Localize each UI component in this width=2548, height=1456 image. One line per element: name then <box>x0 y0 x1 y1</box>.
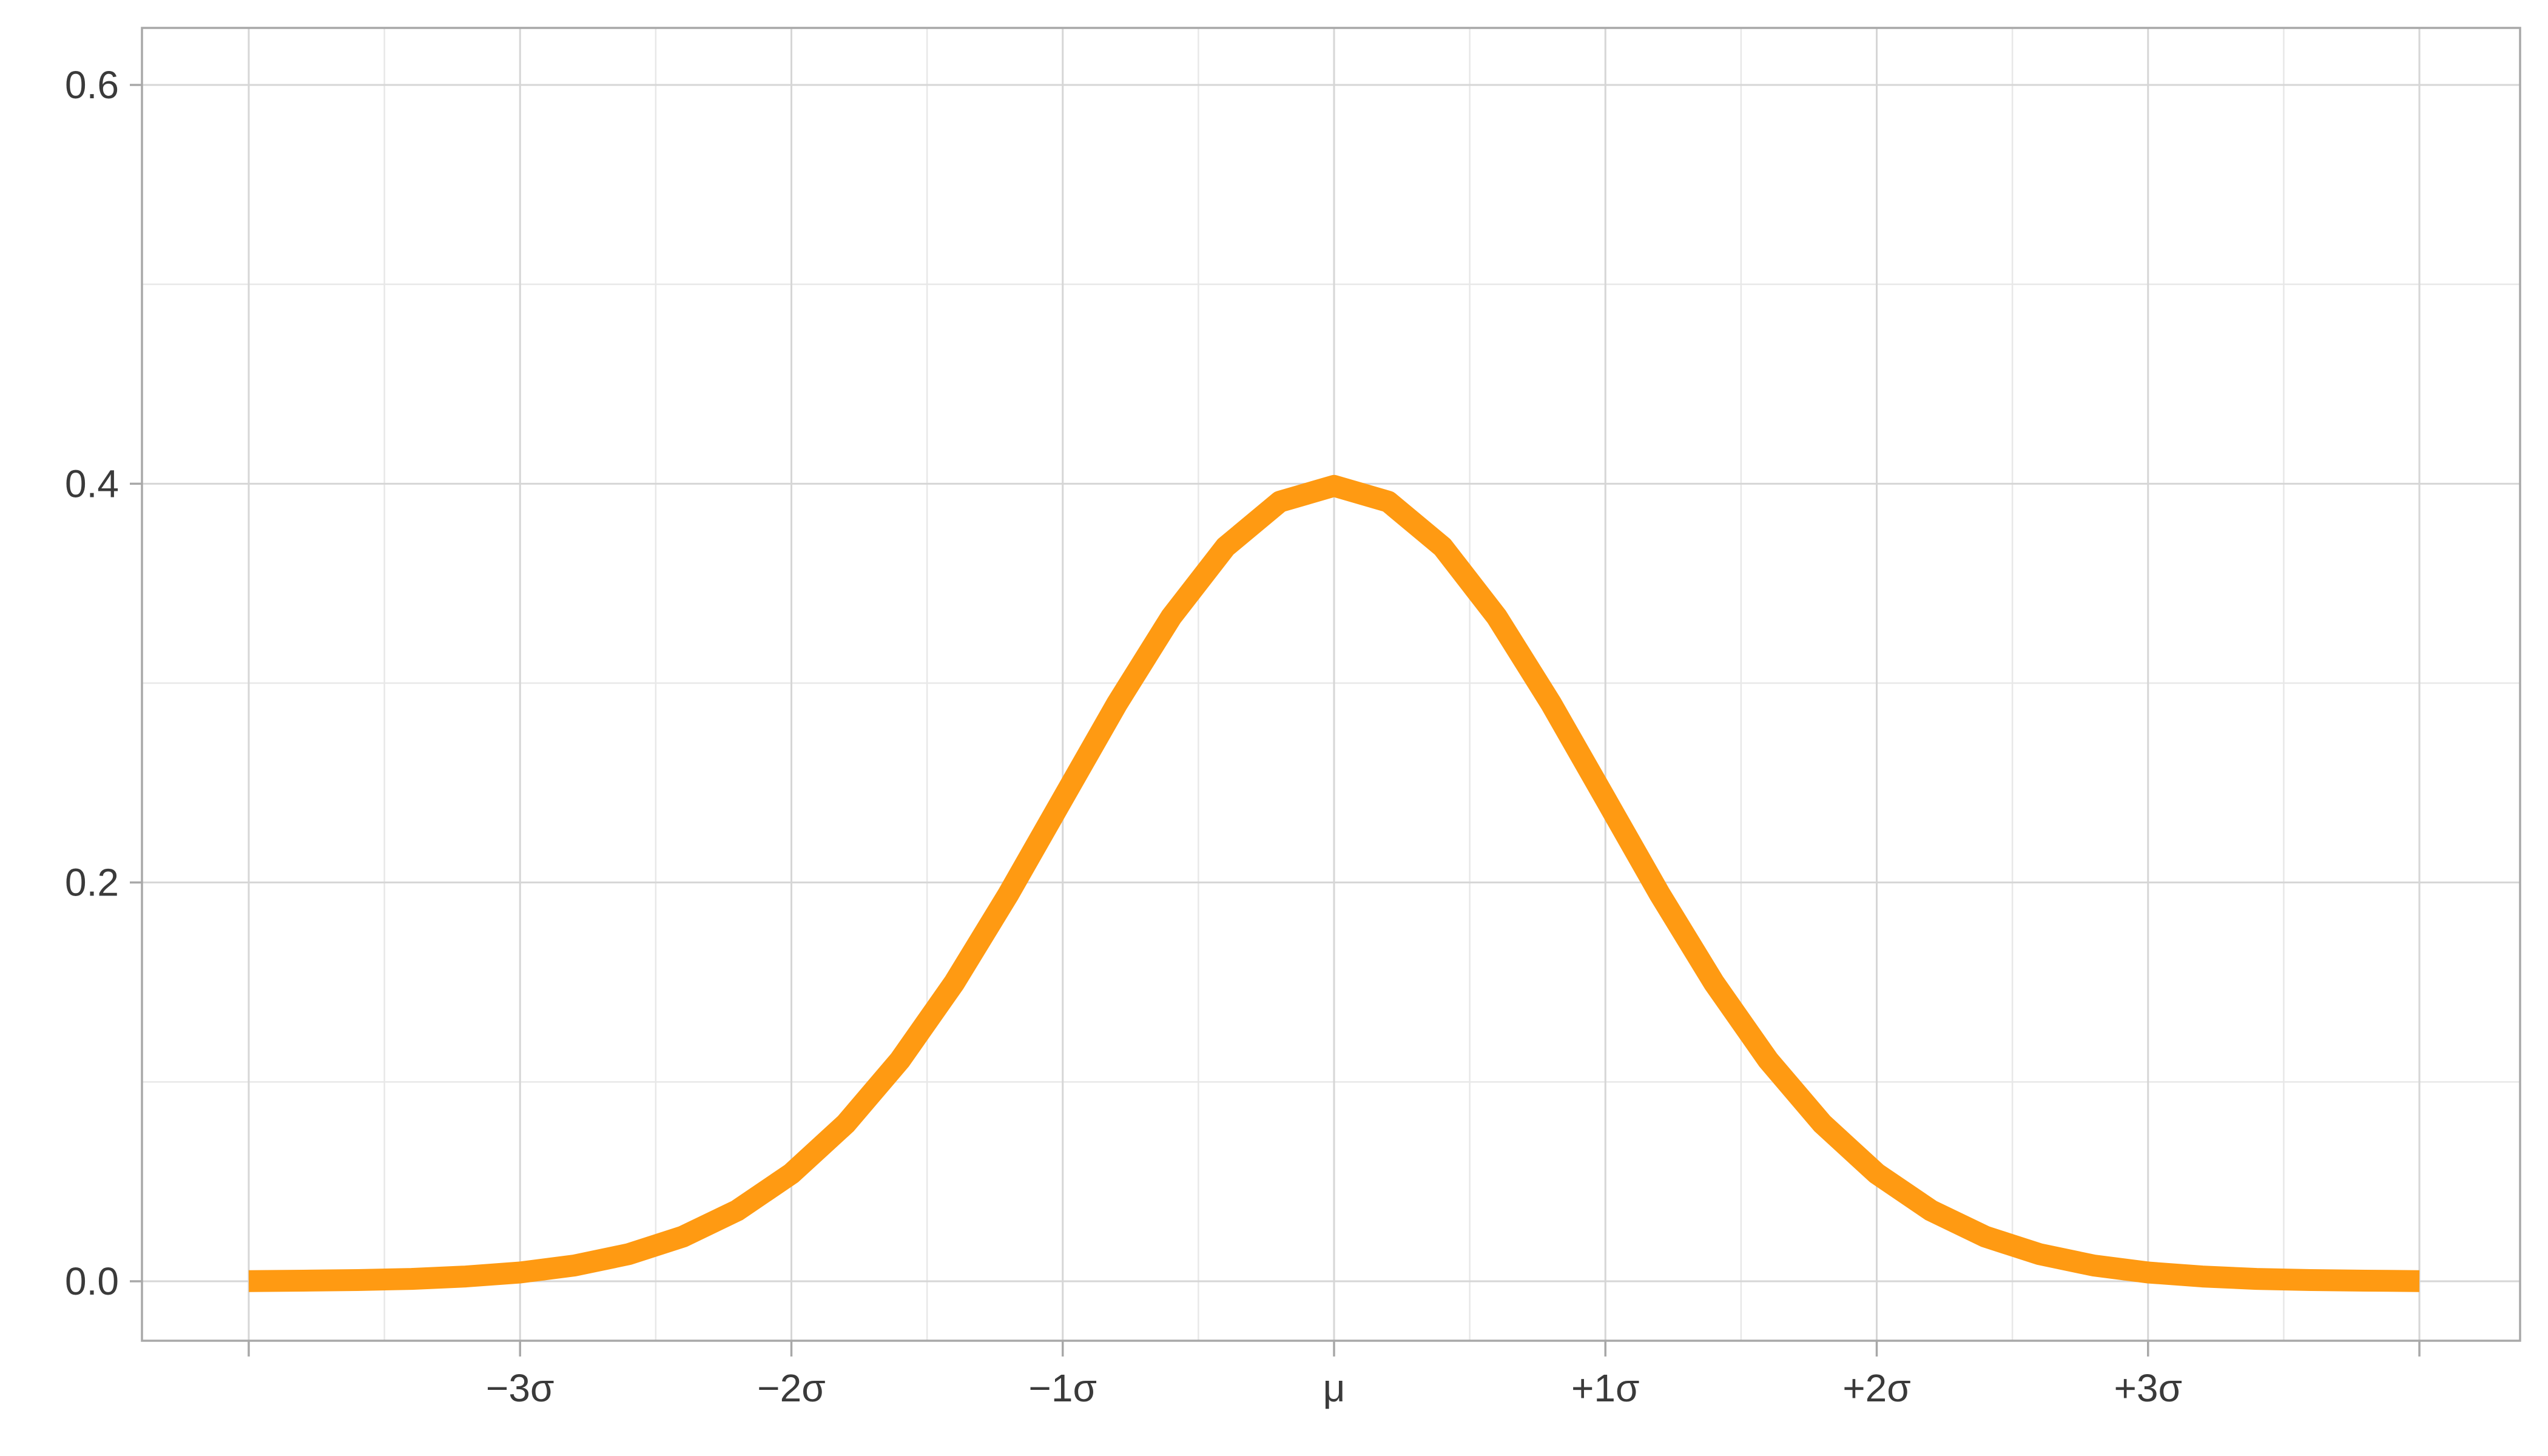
plot-panel-border <box>141 27 2521 1342</box>
series-line-0 <box>248 474 2420 1292</box>
y-axis-tick-label: 0.2 <box>65 861 119 905</box>
x-axis-tick-label: −3σ <box>486 1366 554 1410</box>
x-axis-tick-label: +1σ <box>1571 1366 1639 1410</box>
y-axis-tick-label: 0.4 <box>65 462 119 505</box>
x-axis-tick-label: μ <box>1323 1366 1346 1410</box>
x-axis-tick-label: +2σ <box>1842 1366 1910 1410</box>
y-axis-tick-label: 0.6 <box>65 63 119 107</box>
grid-layer <box>142 28 2520 1341</box>
series-layer <box>248 474 2420 1292</box>
x-axis-tick-label: −1σ <box>1029 1366 1097 1410</box>
y-axis-tick-label: 0.0 <box>65 1259 119 1303</box>
axis-layer: −3σ −2σ −1σ μ +1σ +2σ +3σ 0.0 0.2 0.4 0.6 <box>65 63 2421 1410</box>
x-axis-tick-label: −2σ <box>757 1366 825 1410</box>
x-axis-tick-label: +3σ <box>2114 1366 2182 1410</box>
